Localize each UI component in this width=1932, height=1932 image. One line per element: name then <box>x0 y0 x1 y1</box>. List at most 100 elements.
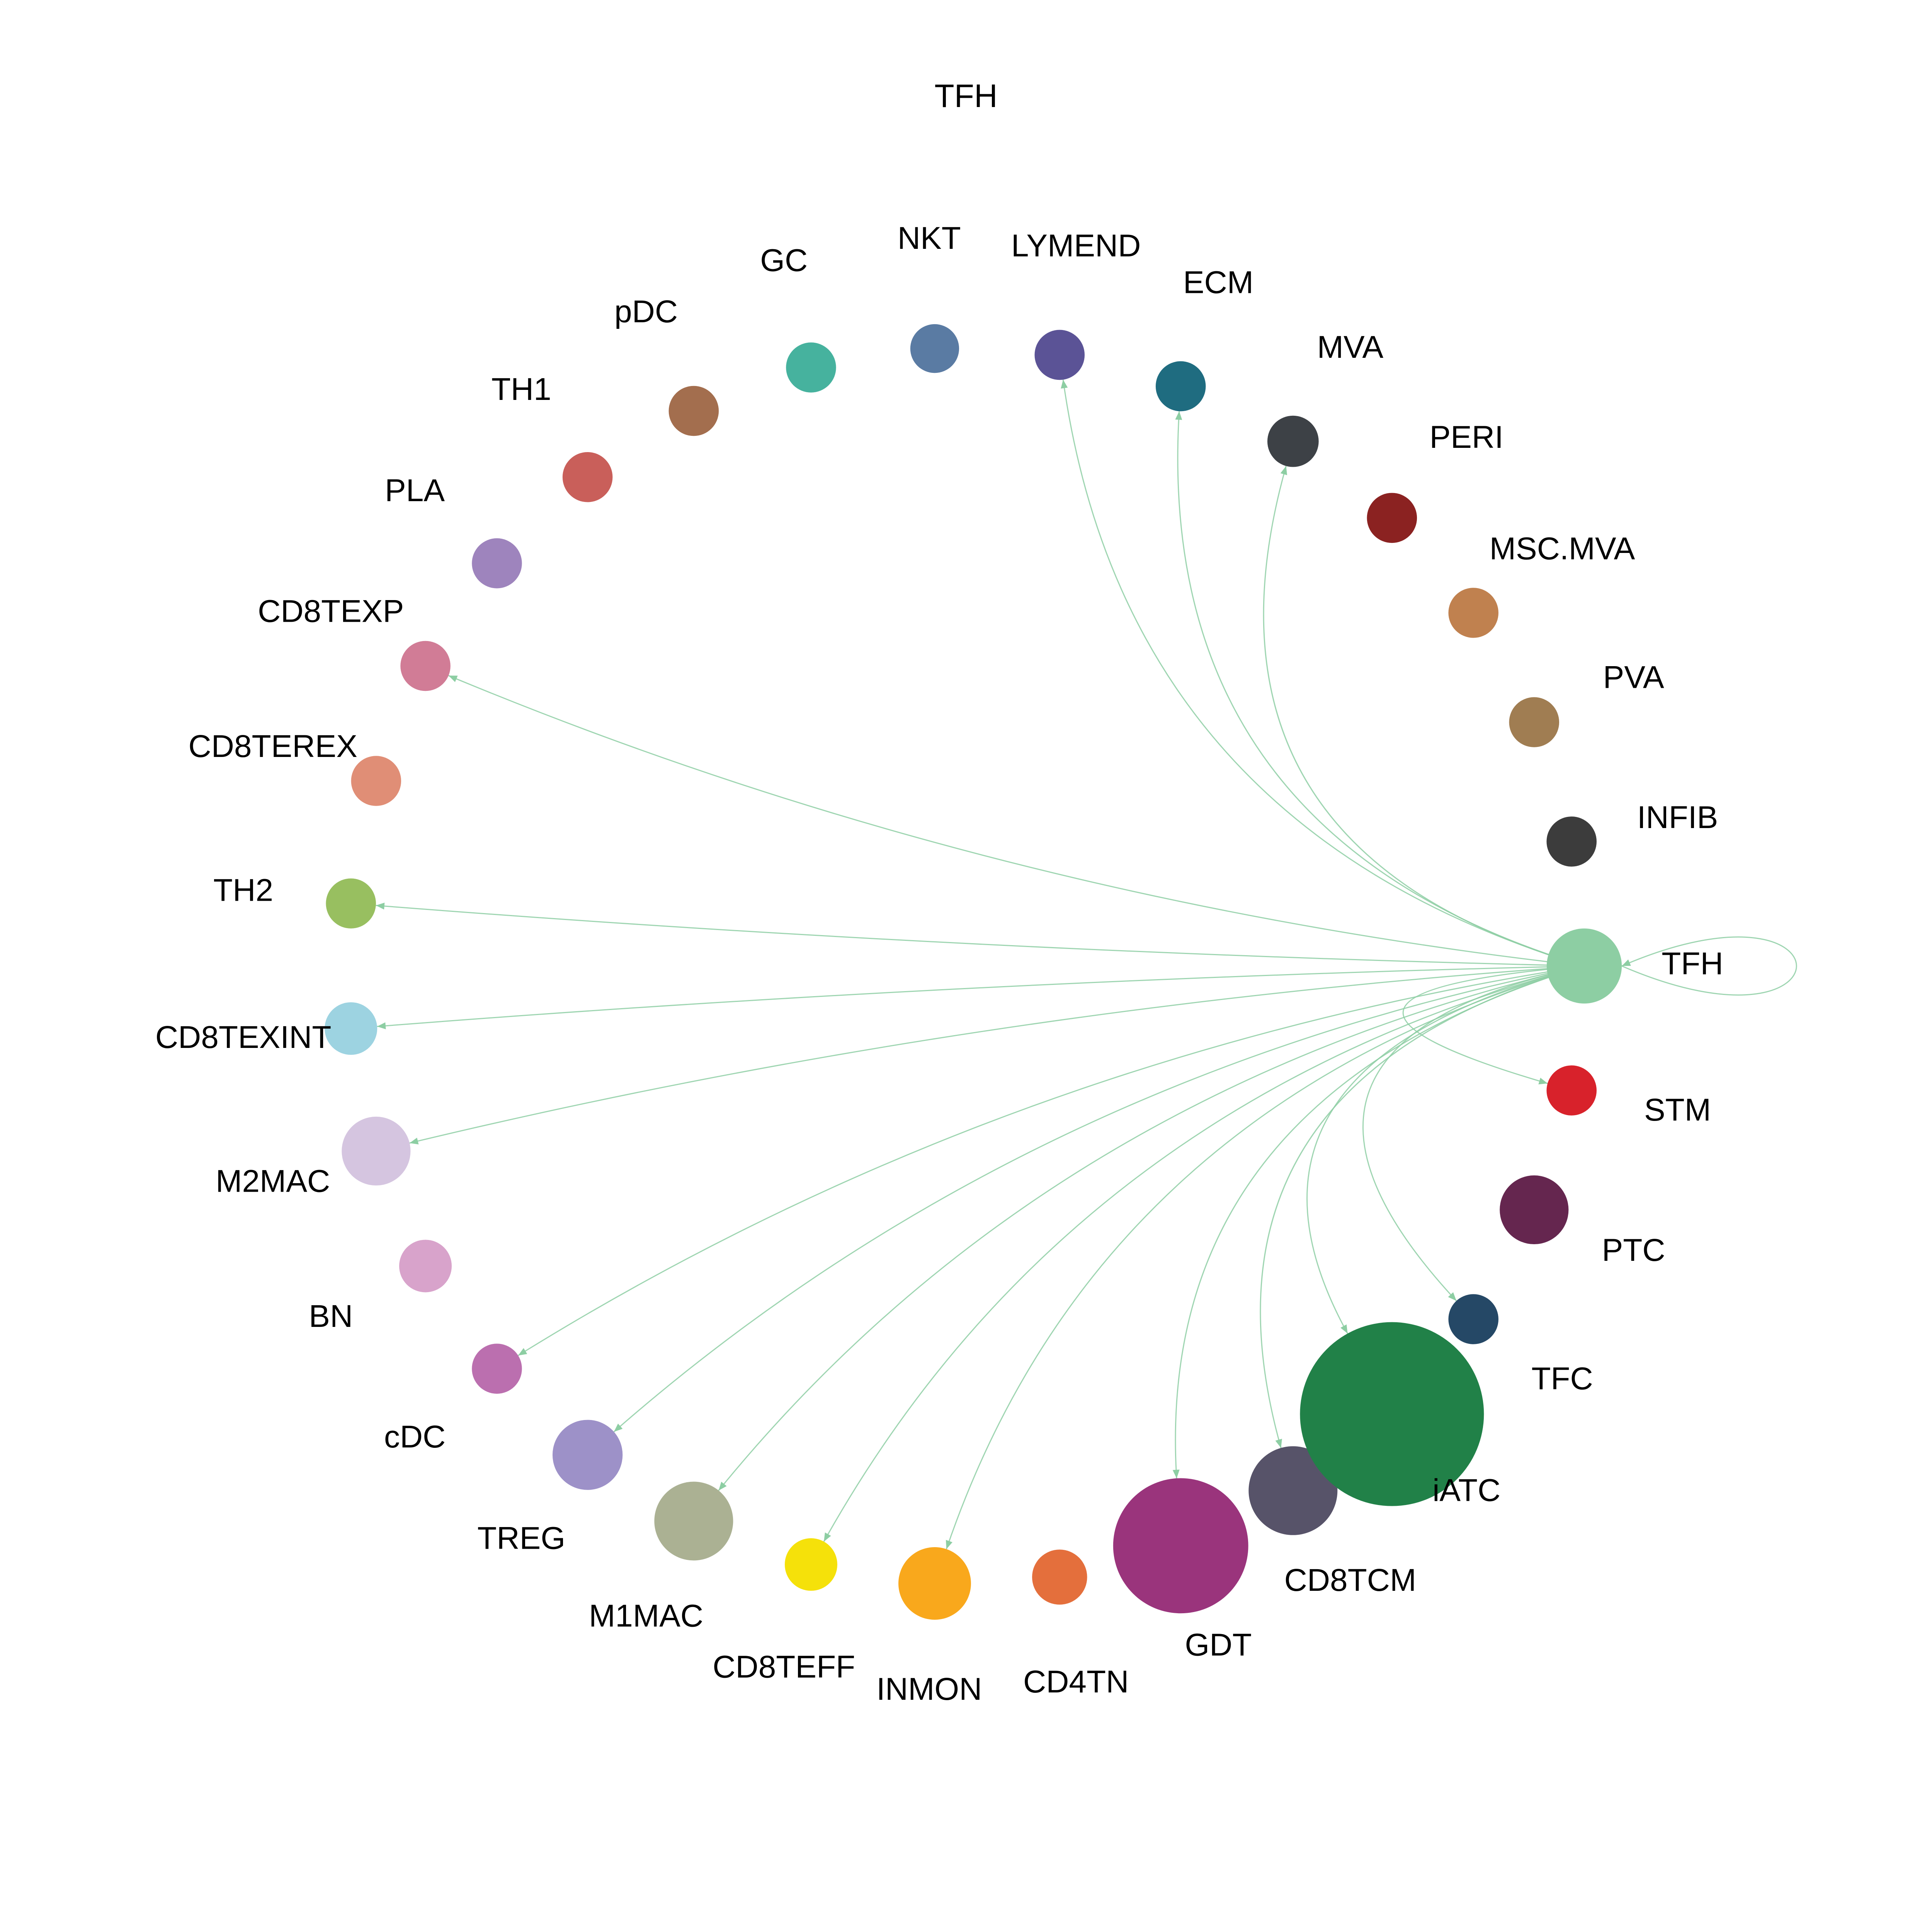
edge-tfh-cd8texint <box>377 965 1585 1027</box>
edge-tfh-m2mac <box>409 965 1585 1144</box>
node-label-bn: BN <box>309 1299 353 1334</box>
arrowhead-tfh-cd8texint <box>377 1022 386 1029</box>
node-label-mva: MVA <box>1317 330 1384 365</box>
arrowhead-tfh-cdc <box>518 1348 527 1355</box>
arrowhead-tfh-cd8teff <box>824 1532 831 1542</box>
arrowhead-tfh-tfc <box>1448 1292 1457 1301</box>
node-label-th1: TH1 <box>492 372 551 407</box>
node-label-m2mac: M2MAC <box>216 1163 330 1199</box>
edge-tfh-treg <box>613 965 1585 1432</box>
node-label-pva: PVA <box>1603 660 1664 695</box>
node-label-tfc: TFC <box>1531 1361 1593 1396</box>
node-iatc <box>1300 1322 1484 1506</box>
node-label-stm: STM <box>1644 1092 1711 1128</box>
node-label-cd8texint: CD8TEXINT <box>155 1020 332 1055</box>
node-label-m1mac: M1MAC <box>589 1599 703 1634</box>
node-mva <box>1267 415 1319 467</box>
node-stm <box>1546 1065 1597 1116</box>
node-infib <box>1546 816 1597 867</box>
node-label-cd8texp: CD8TEXP <box>258 594 404 629</box>
node-peri <box>1367 493 1417 543</box>
node-msc-mva <box>1448 588 1498 638</box>
edge-tfh-ecm <box>1177 411 1585 967</box>
edge-tfh-tfh <box>1621 936 1797 996</box>
arrowhead-tfh-iatc <box>1340 1324 1348 1334</box>
edge-tfh-inmon <box>946 965 1585 1549</box>
node-th2 <box>326 878 376 929</box>
edges-layer <box>376 379 1797 1549</box>
node-label-lymend: LYMEND <box>1011 228 1141 263</box>
node-ecm <box>1155 361 1206 412</box>
node-label-infib: INFIB <box>1637 800 1718 835</box>
arrowhead-tfh-lymend <box>1061 379 1068 389</box>
node-cd8terex <box>351 756 401 806</box>
node-pla <box>472 538 522 588</box>
node-label-pla: PLA <box>385 473 445 508</box>
node-gdt <box>1113 1478 1248 1614</box>
node-tfc <box>1448 1294 1498 1344</box>
edge-tfh-th2 <box>376 905 1585 967</box>
node-label-ecm: ECM <box>1183 265 1253 300</box>
node-m2mac <box>342 1116 411 1186</box>
edge-tfh-lymend <box>1062 379 1585 967</box>
node-label-cd4tn: CD4TN <box>1023 1664 1129 1699</box>
node-label-gc: GC <box>760 243 808 278</box>
node-th1 <box>562 452 613 502</box>
node-label-cd8tcm: CD8TCM <box>1284 1563 1417 1598</box>
nodes-layer <box>325 324 1622 1620</box>
labels-layer: TFH INFIB PVA MSC.MVA PERI MVA ECM LYMEND NKT GC p… <box>155 221 1723 1707</box>
node-treg <box>552 1420 623 1490</box>
node-inmon <box>898 1547 971 1620</box>
arrowhead-tfh-cd8tcm <box>1275 1439 1282 1448</box>
arrowhead-tfh-th2 <box>376 903 385 910</box>
arrowhead-tfh-mva <box>1280 466 1287 475</box>
edge-tfh-tfc <box>1362 965 1585 1301</box>
edge-tfh-m1mac <box>718 965 1585 1491</box>
node-cd4tn <box>1032 1549 1087 1605</box>
node-nkt <box>910 324 959 373</box>
node-label-msc-mva: MSC.MVA <box>1490 531 1635 566</box>
node-tfh <box>1546 928 1622 1004</box>
node-label-nkt: NKT <box>898 221 961 256</box>
edge-tfh-cd8teff <box>823 965 1585 1542</box>
node-ptc <box>1500 1175 1569 1245</box>
node-cdc <box>472 1344 522 1394</box>
node-pdc <box>668 386 719 436</box>
node-label-ptc: PTC <box>1602 1233 1665 1268</box>
node-label-treg: TREG <box>477 1520 565 1556</box>
node-label-tfh: TFH <box>1662 946 1723 981</box>
node-label-inmon: INMON <box>876 1672 982 1707</box>
edge-tfh-stm <box>1402 965 1585 1084</box>
arrowhead-tfh-cd8texp <box>448 675 458 682</box>
arrowhead-tfh-m2mac <box>410 1138 419 1145</box>
node-pva <box>1509 697 1560 747</box>
node-label-pdc: pDC <box>614 294 678 329</box>
node-label-cdc: cDC <box>384 1419 446 1454</box>
arrowhead-tfh-m1mac <box>718 1481 727 1491</box>
edge-tfh-gdt <box>1175 965 1585 1478</box>
arrowhead-tfh-tfh <box>1622 959 1631 966</box>
node-label-cd8teff: CD8TEFF <box>713 1650 855 1685</box>
node-label-peri: PERI <box>1430 420 1503 455</box>
node-label-cd8terex: CD8TEREX <box>188 729 357 764</box>
node-label-iatc: iATC <box>1432 1473 1500 1508</box>
diagram-title: TFH <box>934 78 998 114</box>
node-gc <box>786 342 836 393</box>
edge-tfh-mva <box>1263 466 1585 967</box>
node-m1mac <box>654 1481 733 1561</box>
edge-tfh-cd8texp <box>448 675 1585 967</box>
arrowhead-tfh-gdt <box>1172 1469 1180 1478</box>
node-label-gdt: GDT <box>1185 1628 1252 1663</box>
arrowhead-tfh-treg <box>614 1423 623 1432</box>
edge-tfh-cdc <box>518 965 1585 1356</box>
node-cd8tcm <box>1248 1446 1338 1535</box>
node-cd8texint <box>325 1002 378 1055</box>
node-label-th2: TH2 <box>213 872 273 908</box>
arrowhead-tfh-ecm <box>1175 411 1182 420</box>
arrowhead-tfh-stm <box>1538 1078 1548 1085</box>
node-cd8teff <box>784 1538 837 1591</box>
arrowhead-tfh-inmon <box>946 1540 952 1549</box>
node-cd8texp <box>400 641 451 691</box>
